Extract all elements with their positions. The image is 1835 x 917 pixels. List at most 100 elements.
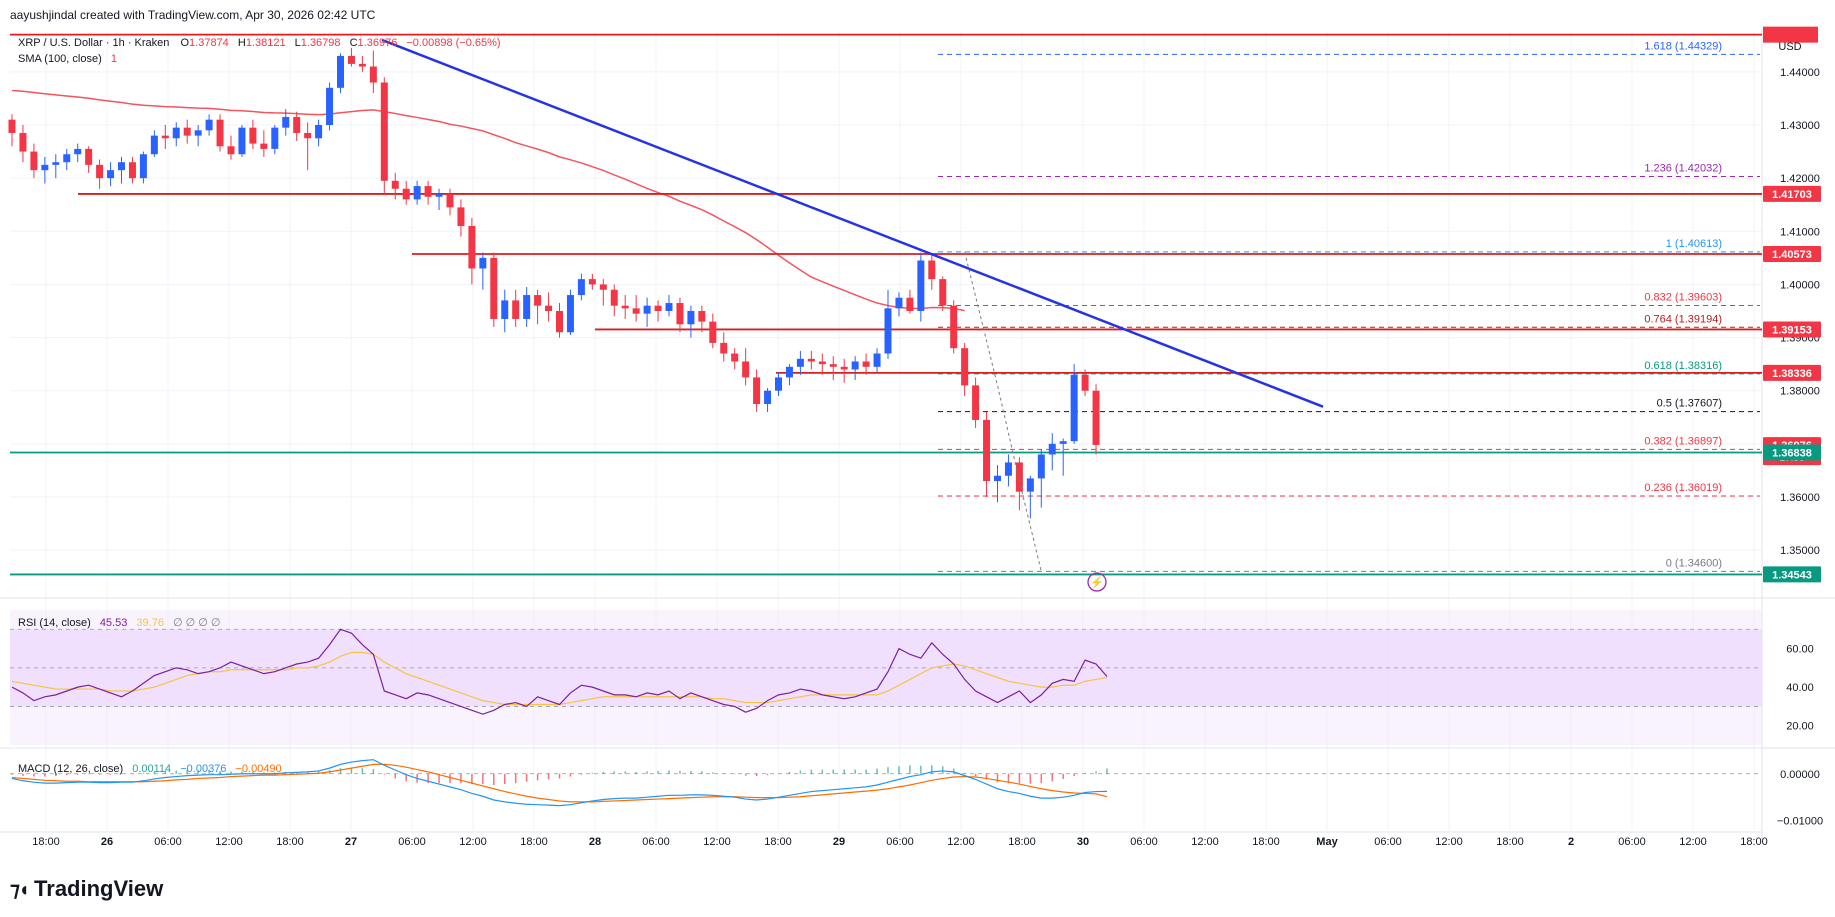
- candle-body: [851, 361, 859, 370]
- candle-body: [512, 300, 520, 319]
- candle-body: [238, 127, 246, 155]
- high-label: H: [238, 37, 246, 49]
- candle-body: [731, 353, 739, 362]
- macd-pane: 0.00000 −0.01000: [10, 759, 1823, 828]
- symbol-name: XRP / U.S. Dollar · 1h · Kraken: [18, 37, 169, 49]
- price-tick-label: 1.41000: [1780, 226, 1820, 238]
- candle-body: [139, 154, 147, 179]
- macd-signal-value: −0.00490: [235, 763, 281, 775]
- candle-body: [380, 82, 388, 181]
- close-value: 1.36976: [358, 37, 398, 49]
- candle-body: [742, 361, 750, 378]
- symbol-legend[interactable]: XRP / U.S. Dollar · 1h · Kraken O1.37874…: [18, 37, 501, 49]
- candle-body: [128, 162, 136, 179]
- time-tick-label: 12:00: [215, 836, 243, 848]
- price-badge-label: 1.36838: [1772, 447, 1812, 459]
- close-label: C: [350, 37, 358, 49]
- lightning-icon-circle: [1087, 572, 1107, 592]
- time-tick-label: 12:00: [703, 836, 731, 848]
- fib-level-label: 0.236 (1.36019): [1644, 482, 1722, 494]
- candle-body: [293, 117, 301, 133]
- macd-hist-value: 0.00114: [132, 763, 171, 775]
- price-tick-label: 1.44000: [1780, 67, 1820, 79]
- tradingview-logo-icon: ⁊◖: [10, 878, 30, 901]
- price-badge-top: [1763, 26, 1818, 43]
- horizontal-levels: [10, 33, 1762, 576]
- time-tick-label: 06:00: [886, 836, 914, 848]
- candle-body: [358, 63, 366, 67]
- price-tick-label: 1.40000: [1780, 279, 1820, 291]
- price-badge-label: 1.38336: [1772, 368, 1812, 380]
- macd-signal-line: [11, 763, 1108, 803]
- candle-body: [1037, 454, 1045, 479]
- candle-body: [785, 366, 793, 378]
- currency-label[interactable]: USD: [1778, 41, 1801, 53]
- low-value: 1.36798: [301, 37, 341, 49]
- candle-body: [775, 377, 782, 391]
- candle-body: [950, 305, 958, 349]
- low-label: L: [295, 37, 301, 49]
- candle-body: [632, 308, 640, 314]
- candle-body: [19, 132, 27, 152]
- candle-body: [829, 364, 837, 367]
- candle-body: [63, 154, 71, 163]
- candle-body: [545, 305, 553, 311]
- time-tick-label: May: [1316, 836, 1338, 848]
- rsi-tick-label: 40.00: [1786, 682, 1814, 694]
- macd-value: −0.00376: [180, 763, 226, 775]
- price-tick-label: 1.36000: [1780, 492, 1820, 504]
- candle-body: [840, 366, 848, 370]
- candle-body: [8, 119, 16, 133]
- candle-body: [347, 55, 355, 64]
- time-tick-label: 18:00: [32, 836, 60, 848]
- bearish-trend-line: [381, 38, 1324, 408]
- macd-line: [11, 759, 1108, 807]
- fib-anchor-line: [964, 251, 1042, 572]
- macd-tick-label: −0.01000: [1777, 816, 1823, 828]
- candle-body: [194, 130, 202, 136]
- rsi-legend[interactable]: RSI (14, close) 45.53 39.76 ∅ ∅ ∅ ∅: [18, 617, 221, 629]
- high-value: 1.38121: [246, 37, 286, 49]
- candle-body: [1048, 443, 1056, 455]
- rsi-pane: 60.00 40.00 20.00: [10, 610, 1814, 745]
- candle-body: [479, 257, 487, 269]
- tradingview-logo[interactable]: ⁊◖ TradingView: [10, 876, 163, 902]
- candle-body: [1015, 462, 1023, 492]
- fibonacci-levels: 1.618 (1.44329) 1.236 (1.42032) 1 (1.40613…: [938, 40, 1760, 572]
- time-tick-label: 06:00: [398, 836, 426, 848]
- candle-body: [720, 342, 728, 354]
- candle-body: [41, 164, 49, 171]
- candle-body: [216, 119, 224, 147]
- candle-body: [599, 284, 607, 290]
- candle-body: [282, 117, 290, 128]
- candle-body: [337, 55, 344, 88]
- candle-body: [1004, 462, 1012, 476]
- time-tick-label: 12:00: [947, 836, 975, 848]
- macd-legend[interactable]: MACD (12, 26, close) 0.00114 −0.00376 −0…: [18, 763, 282, 775]
- time-tick-label: 12:00: [1435, 836, 1463, 848]
- time-tick-label: 06:00: [1130, 836, 1158, 848]
- candle-body: [1026, 478, 1034, 492]
- time-tick-label: 30: [1077, 836, 1089, 848]
- candle-body: [698, 311, 706, 322]
- fib-level-label: 0.618 (1.38316): [1644, 360, 1722, 372]
- rsi-signal-value: 39.76: [136, 617, 164, 629]
- time-tick-label: 2: [1568, 836, 1574, 848]
- sma-legend[interactable]: SMA (100, close) 1: [18, 53, 117, 65]
- candle-body: [435, 194, 443, 197]
- price-badge: [1763, 364, 1821, 381]
- candle-body: [665, 303, 673, 311]
- candle-body: [391, 180, 399, 189]
- candle-body: [621, 305, 629, 309]
- open-value: 1.37874: [189, 37, 229, 49]
- price-tick-label: 1.35000: [1780, 545, 1820, 557]
- candle-body: [556, 311, 563, 333]
- price-badge: [1763, 185, 1821, 202]
- candle-body: [818, 361, 826, 365]
- change-value: −0.00898 (−0.65%): [406, 37, 500, 49]
- tradingview-brand: TradingView: [34, 876, 164, 901]
- fib-level-label: 1.236 (1.42032): [1644, 162, 1722, 174]
- fib-level-label: 1 (1.40613): [1666, 238, 1722, 250]
- fib-level-label: 0.382 (1.36897): [1644, 435, 1722, 447]
